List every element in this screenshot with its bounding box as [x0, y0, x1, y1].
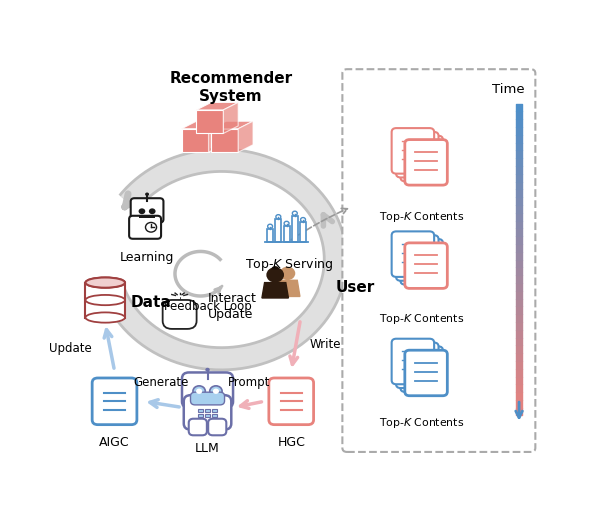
Text: HGC: HGC: [277, 436, 305, 449]
FancyBboxPatch shape: [191, 392, 224, 405]
Text: Update: Update: [49, 342, 91, 355]
FancyBboxPatch shape: [269, 378, 314, 424]
Text: Prompt: Prompt: [228, 376, 271, 389]
FancyBboxPatch shape: [85, 282, 125, 318]
Text: Top-$K$ Contents: Top-$K$ Contents: [379, 312, 464, 326]
Text: Feedback Loop: Feedback Loop: [164, 300, 251, 313]
Circle shape: [266, 267, 284, 282]
FancyBboxPatch shape: [208, 419, 226, 436]
FancyBboxPatch shape: [92, 378, 137, 424]
FancyBboxPatch shape: [405, 243, 448, 288]
Polygon shape: [182, 129, 209, 152]
Circle shape: [139, 208, 145, 214]
Ellipse shape: [85, 278, 125, 288]
FancyBboxPatch shape: [396, 342, 439, 388]
Circle shape: [213, 389, 219, 394]
Bar: [212, 409, 217, 412]
Bar: [198, 409, 203, 412]
Text: Generate: Generate: [133, 376, 189, 389]
FancyBboxPatch shape: [163, 300, 197, 329]
Circle shape: [145, 222, 157, 232]
Polygon shape: [211, 129, 238, 152]
Bar: [212, 414, 217, 417]
Circle shape: [196, 389, 202, 394]
Text: Top-$K$ Contents: Top-$K$ Contents: [379, 416, 464, 430]
Bar: [284, 226, 290, 242]
Polygon shape: [275, 280, 300, 297]
Text: Write: Write: [310, 338, 341, 351]
Text: Data: Data: [131, 295, 172, 310]
Bar: [267, 229, 273, 242]
Bar: [139, 216, 155, 218]
Text: Interact
Update: Interact Update: [208, 291, 256, 321]
FancyBboxPatch shape: [400, 136, 443, 181]
FancyBboxPatch shape: [392, 339, 434, 384]
Ellipse shape: [85, 295, 125, 305]
Polygon shape: [196, 103, 238, 110]
Bar: [292, 216, 298, 242]
FancyBboxPatch shape: [405, 350, 448, 396]
Text: Time: Time: [493, 83, 525, 96]
Circle shape: [149, 208, 155, 214]
Circle shape: [145, 193, 149, 196]
FancyBboxPatch shape: [396, 132, 439, 177]
Circle shape: [292, 211, 297, 216]
Bar: [275, 219, 281, 242]
FancyBboxPatch shape: [400, 346, 443, 392]
Circle shape: [205, 368, 210, 371]
Circle shape: [193, 386, 205, 397]
Text: AIGC: AIGC: [99, 436, 130, 449]
Bar: [205, 409, 210, 412]
Polygon shape: [196, 110, 223, 134]
FancyBboxPatch shape: [129, 216, 161, 239]
Polygon shape: [262, 282, 289, 298]
Circle shape: [301, 218, 305, 222]
Wedge shape: [271, 266, 279, 269]
FancyBboxPatch shape: [189, 419, 207, 436]
Text: Top-$K$ Serving: Top-$K$ Serving: [245, 256, 333, 272]
Polygon shape: [209, 121, 223, 152]
Polygon shape: [211, 121, 253, 129]
Polygon shape: [182, 121, 223, 129]
Ellipse shape: [85, 312, 125, 322]
Circle shape: [276, 215, 281, 219]
FancyBboxPatch shape: [396, 235, 439, 281]
FancyBboxPatch shape: [405, 139, 448, 185]
FancyBboxPatch shape: [400, 239, 443, 285]
Circle shape: [268, 224, 272, 228]
Polygon shape: [223, 103, 238, 134]
FancyBboxPatch shape: [131, 198, 163, 222]
FancyBboxPatch shape: [392, 231, 434, 277]
Text: Recommender
System: Recommender System: [169, 71, 292, 104]
Circle shape: [280, 267, 295, 280]
Bar: [198, 414, 203, 417]
Polygon shape: [238, 121, 253, 152]
FancyBboxPatch shape: [184, 395, 231, 430]
FancyBboxPatch shape: [392, 128, 434, 174]
Text: User: User: [335, 280, 374, 296]
Circle shape: [284, 221, 289, 226]
Ellipse shape: [85, 278, 125, 288]
Circle shape: [210, 386, 222, 397]
Bar: [300, 222, 306, 242]
FancyBboxPatch shape: [182, 372, 233, 408]
Text: Learning: Learning: [120, 251, 174, 265]
FancyBboxPatch shape: [343, 69, 535, 452]
Text: LLM: LLM: [195, 442, 220, 455]
Bar: [205, 414, 210, 417]
Text: Top-$K$ Contents: Top-$K$ Contents: [379, 210, 464, 224]
